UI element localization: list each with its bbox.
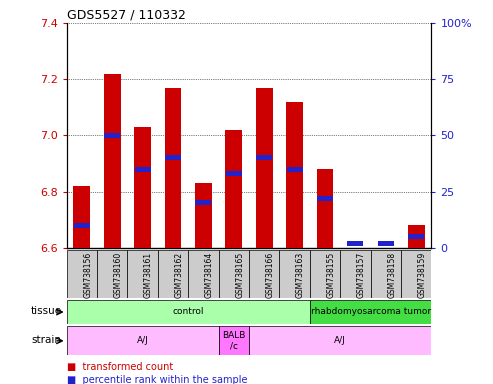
Text: ■  percentile rank within the sample: ■ percentile rank within the sample [67, 375, 247, 384]
Bar [340, 250, 371, 298]
Text: tissue: tissue [31, 306, 62, 316]
Bar [195, 200, 211, 205]
Bar [310, 300, 431, 324]
Text: GSM738155: GSM738155 [326, 252, 336, 298]
Text: GSM738158: GSM738158 [387, 252, 396, 298]
Bar [73, 186, 90, 248]
Bar [310, 250, 340, 298]
Bar [158, 250, 188, 298]
Bar [135, 167, 150, 172]
Text: GSM738163: GSM738163 [296, 252, 305, 298]
Bar [286, 167, 303, 172]
Text: GSM738156: GSM738156 [83, 252, 92, 298]
Bar [256, 88, 273, 248]
Text: GSM738157: GSM738157 [357, 252, 366, 298]
Bar [408, 225, 424, 248]
Bar [134, 127, 151, 248]
Bar [348, 241, 363, 246]
Bar [165, 156, 181, 160]
Text: GSM738164: GSM738164 [205, 252, 214, 298]
Bar [286, 102, 303, 248]
Bar [104, 74, 120, 248]
Bar [256, 156, 272, 160]
Bar [97, 250, 127, 298]
Bar [226, 171, 242, 176]
Bar [74, 223, 90, 228]
Text: A/J: A/J [334, 336, 346, 345]
Text: A/J: A/J [137, 336, 148, 345]
Bar [317, 169, 333, 248]
Text: GSM738160: GSM738160 [114, 252, 123, 298]
Text: rhabdomyosarcoma tumor: rhabdomyosarcoma tumor [311, 308, 430, 316]
Bar [378, 241, 394, 246]
Text: control: control [173, 308, 204, 316]
Bar [127, 250, 158, 298]
Bar [67, 250, 97, 298]
Bar [67, 326, 218, 355]
Text: strain: strain [32, 335, 62, 345]
Text: GDS5527 / 110332: GDS5527 / 110332 [67, 9, 185, 22]
Bar [249, 250, 280, 298]
Text: BALB
/c: BALB /c [222, 331, 246, 351]
Text: GSM738165: GSM738165 [235, 252, 245, 298]
Bar [218, 326, 249, 355]
Bar [401, 250, 431, 298]
Bar [188, 250, 218, 298]
Text: GSM738161: GSM738161 [144, 252, 153, 298]
Bar [165, 88, 181, 248]
Text: GSM738159: GSM738159 [418, 252, 427, 298]
Bar [317, 196, 333, 201]
Bar [280, 250, 310, 298]
Bar [225, 130, 242, 248]
Bar [67, 300, 310, 324]
Bar [249, 326, 431, 355]
Text: ■  transformed count: ■ transformed count [67, 362, 173, 372]
Text: GSM738166: GSM738166 [266, 252, 275, 298]
Text: GSM738162: GSM738162 [175, 252, 183, 298]
Bar [218, 250, 249, 298]
Bar [195, 183, 211, 248]
Bar [371, 250, 401, 298]
Bar [408, 234, 424, 239]
Bar [104, 133, 120, 138]
